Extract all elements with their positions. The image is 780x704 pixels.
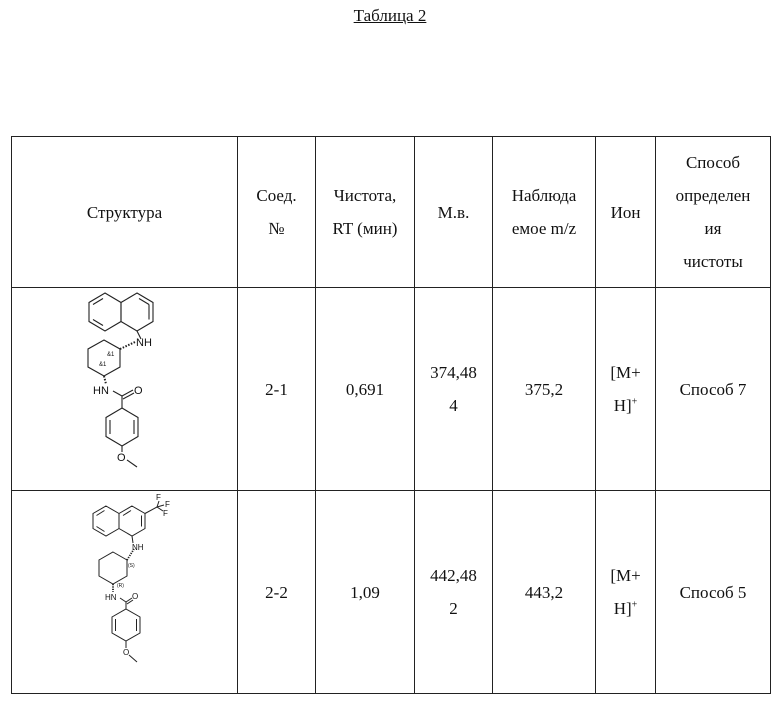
ion-charge: +: [632, 396, 638, 407]
header-line: RT (мин): [316, 212, 414, 245]
header-line: Структура: [12, 196, 237, 229]
data-table: Структура Соед.№ Чистота,RT (мин) М.в. Н…: [11, 136, 771, 694]
mw-line: 4: [415, 389, 492, 422]
header-ion: Ион: [596, 137, 656, 288]
header-line: ия: [656, 212, 770, 245]
structure-cell: NH HN O O &1 &1: [12, 288, 238, 491]
compound-no-cell: 2-1: [238, 288, 316, 491]
stereo-label: &1: [107, 352, 115, 358]
stereo-label: (S): [128, 563, 135, 569]
table-row: NH HN O O &1 &1 2-1 0,691 374,484 375,2 …: [12, 288, 771, 491]
compound-no-cell: 2-2: [238, 491, 316, 694]
nh-label: NH: [136, 337, 152, 349]
stereo-label: (R): [117, 583, 124, 589]
fluorine-label: F: [163, 509, 168, 518]
header-mw: М.в.: [415, 137, 493, 288]
hn-label: HN: [105, 593, 117, 602]
header-line: М.в.: [415, 196, 492, 229]
mw-line: 2: [415, 592, 492, 625]
ion-cell: [M+ H]+: [596, 288, 656, 491]
header-line: емое m/z: [493, 212, 595, 245]
rt-cell: 0,691: [316, 288, 415, 491]
carbonyl-o-label: O: [134, 385, 143, 397]
header-structure: Структура: [12, 137, 238, 288]
carbonyl-o-label: O: [132, 592, 138, 601]
fluorine-label: F: [165, 500, 170, 509]
ion-line: [M+: [596, 356, 655, 389]
header-row: Структура Соед.№ Чистота,RT (мин) М.в. Н…: [12, 137, 771, 288]
nh-label: NH: [132, 543, 144, 552]
ion-line: H]: [614, 396, 632, 415]
header-observed-mz: Наблюдаемое m/z: [493, 137, 596, 288]
mw-cell: 442,482: [415, 491, 493, 694]
header-compound-no: Соед.№: [238, 137, 316, 288]
header-purity-method: Способопределениячистоты: [656, 137, 771, 288]
table-title: Таблица 2: [0, 6, 780, 26]
purity-method-cell: Способ 7: [656, 288, 771, 491]
methoxy-o-label: O: [117, 452, 126, 464]
chemical-structure-image: NH HN O O &1 &1: [69, 290, 169, 490]
header-line: Способ: [656, 146, 770, 179]
header-line: Соед.: [238, 179, 315, 212]
header-line: чистоты: [656, 245, 770, 278]
header-line: Ион: [596, 196, 655, 229]
header-line: Чистота,: [316, 179, 414, 212]
stereo-label: &1: [99, 362, 107, 368]
header-line: №: [238, 212, 315, 245]
fluorine-label: F: [156, 493, 161, 502]
rt-cell: 1,09: [316, 491, 415, 694]
chemical-structure-image: F F F NH HN O O (S) (R): [69, 493, 179, 693]
structure-cell: F F F NH HN O O (S) (R): [12, 491, 238, 694]
header-line: Наблюда: [493, 179, 595, 212]
mw-line: 374,48: [415, 356, 492, 389]
ion-line: [M+: [596, 559, 655, 592]
methoxy-o-label: O: [123, 648, 129, 657]
observed-mz-cell: 443,2: [493, 491, 596, 694]
header-line: определен: [656, 179, 770, 212]
ion-cell: [M+ H]+: [596, 491, 656, 694]
mw-line: 442,48: [415, 559, 492, 592]
purity-method-cell: Способ 5: [656, 491, 771, 694]
table-row: F F F NH HN O O (S) (R) 2-2 1,09 442,482…: [12, 491, 771, 694]
header-purity-rt: Чистота,RT (мин): [316, 137, 415, 288]
hn-label: HN: [93, 385, 109, 397]
ion-charge: +: [632, 599, 638, 610]
observed-mz-cell: 375,2: [493, 288, 596, 491]
ion-line: H]: [614, 599, 632, 618]
mw-cell: 374,484: [415, 288, 493, 491]
